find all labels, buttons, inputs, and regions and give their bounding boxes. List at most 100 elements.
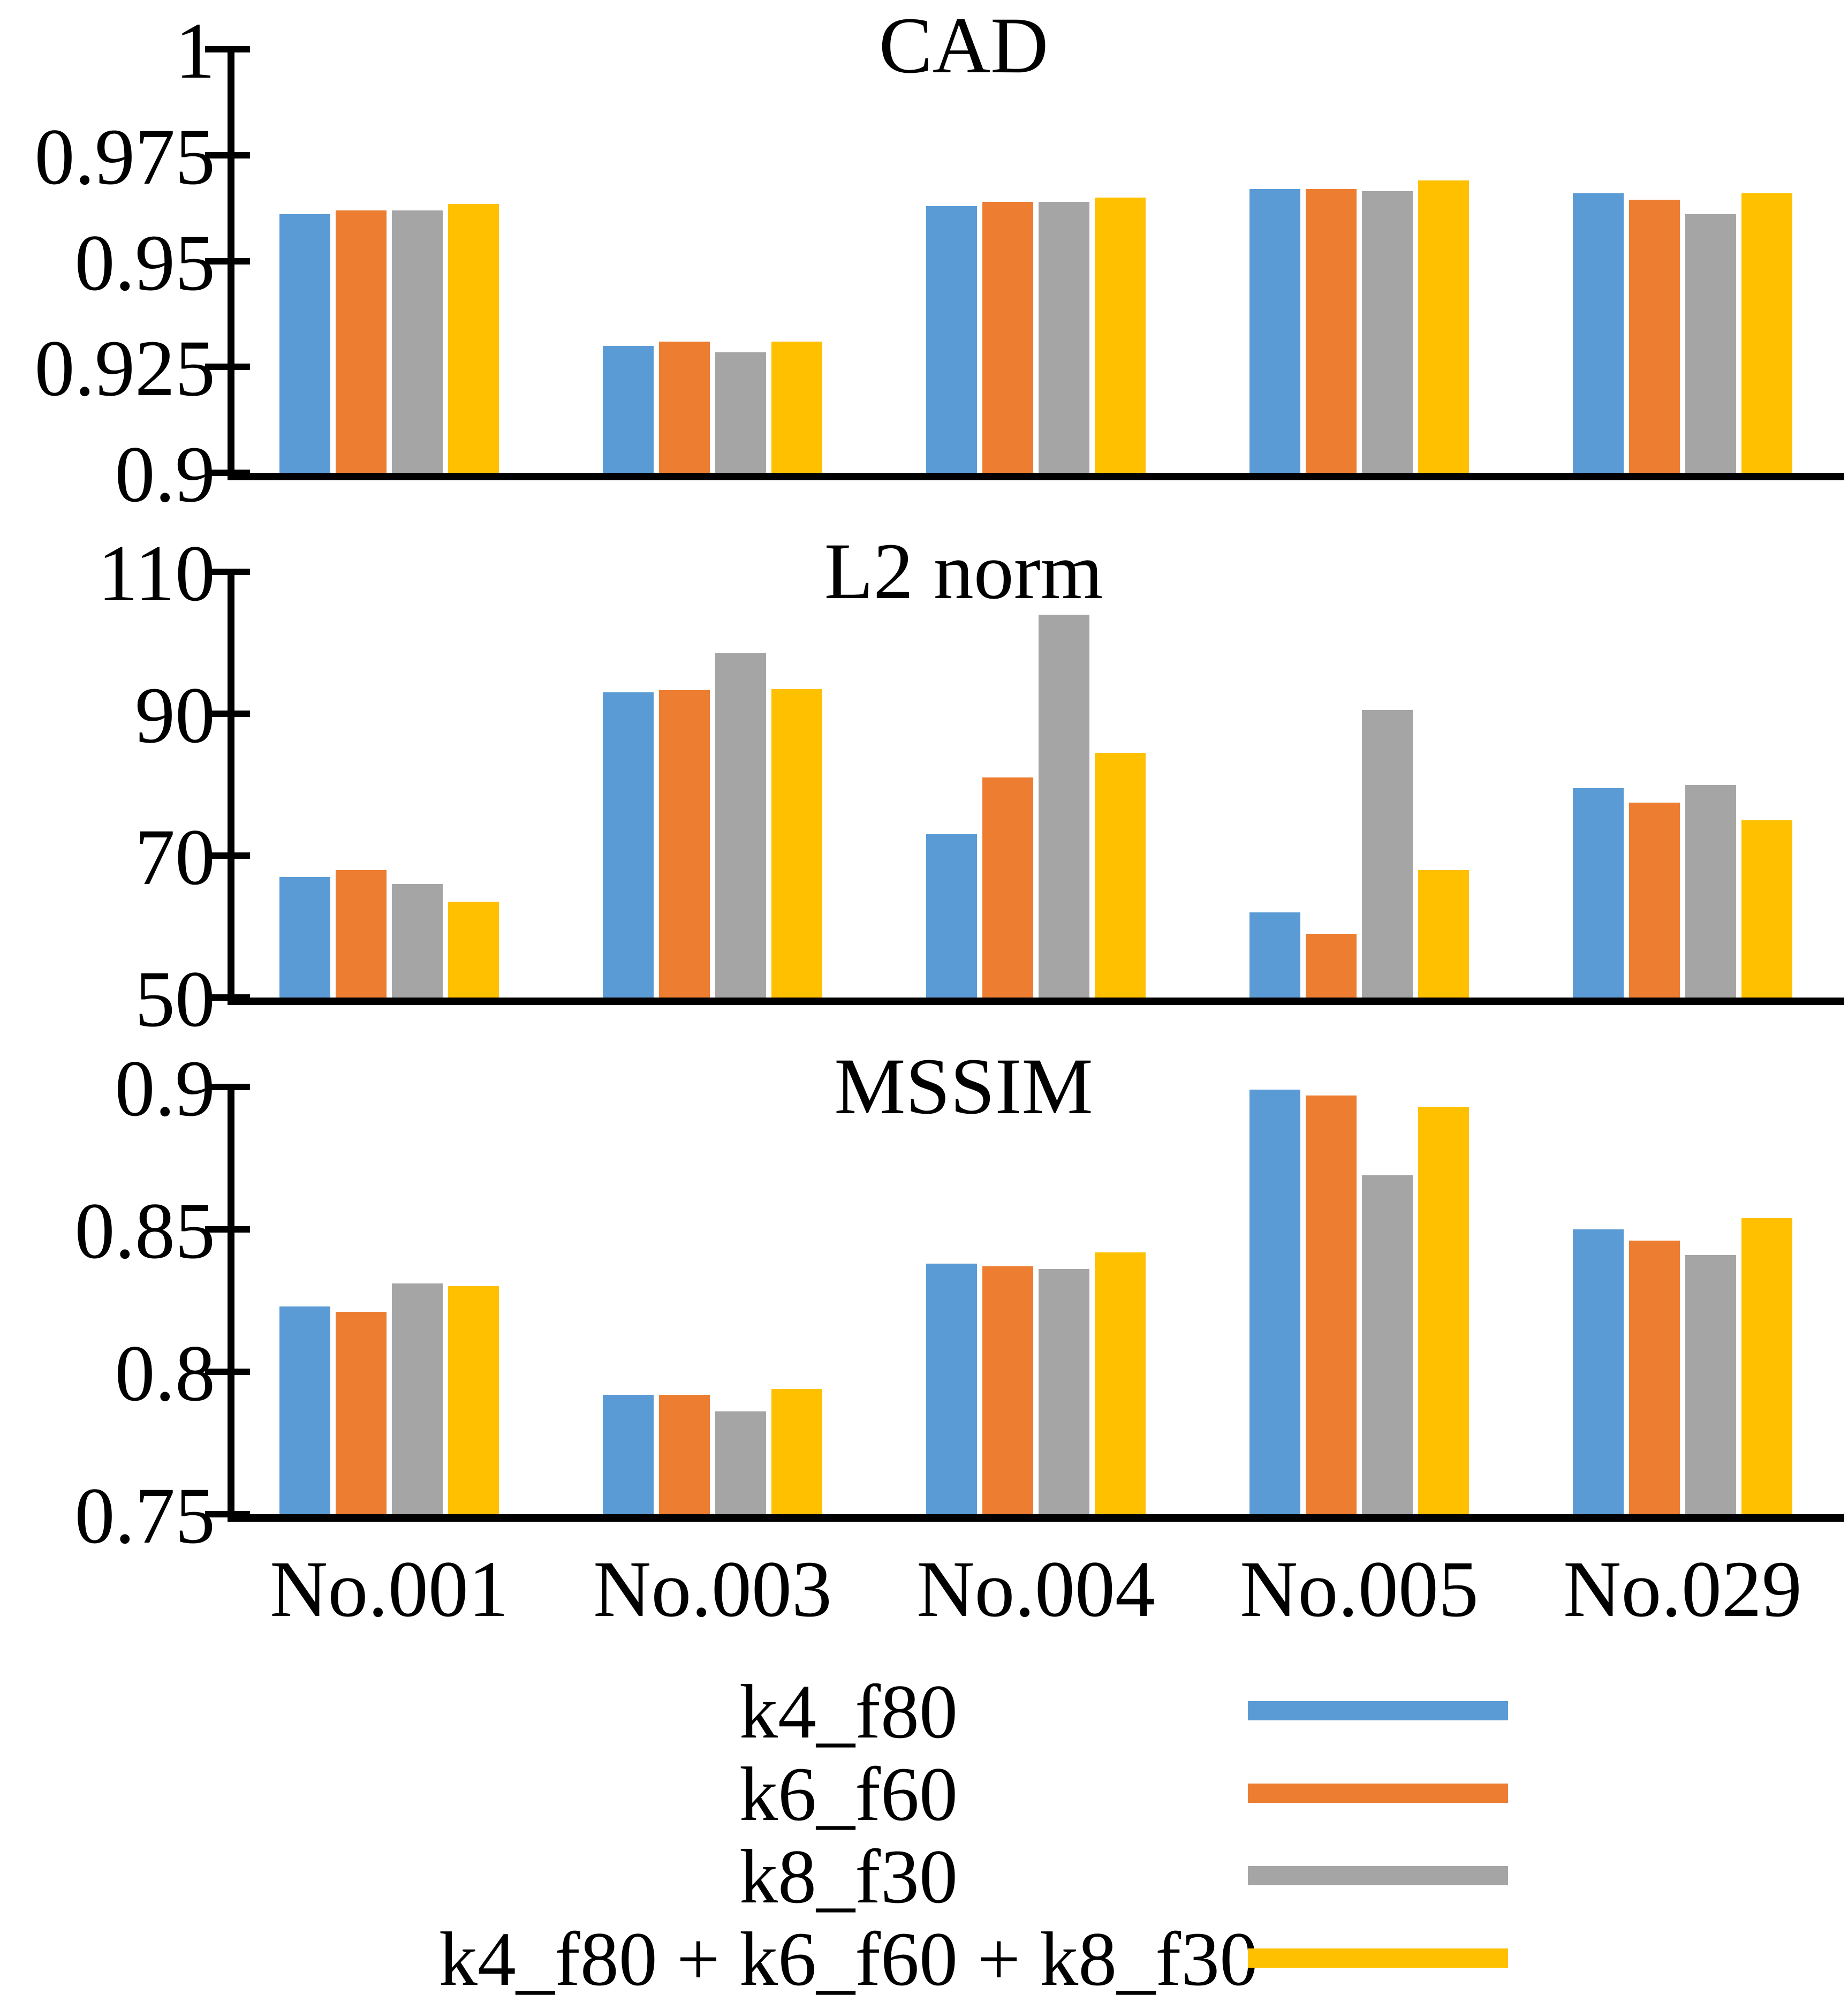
y-tick-label: 0.975 [34, 112, 216, 201]
y-tick-label: 0.95 [74, 218, 216, 307]
legend-swatch [1248, 1784, 1508, 1803]
y-tick-label: 0.9 [115, 1044, 216, 1133]
bar [279, 1306, 330, 1514]
bar [603, 1394, 654, 1514]
legend-item-label: k4_f80 + k6_f60 + k8_f30 [438, 1917, 1259, 2002]
bar [1249, 189, 1300, 473]
bar [448, 1286, 499, 1514]
y-tick-label: 1 [175, 6, 215, 95]
bar [1095, 752, 1146, 998]
bar [771, 341, 822, 473]
y-tick-mark [205, 1084, 250, 1090]
y-tick-label: 110 [97, 529, 215, 618]
bar [448, 902, 499, 998]
y-tick-mark [205, 364, 250, 371]
bar [279, 877, 330, 998]
bar [1095, 1252, 1146, 1514]
bar [336, 870, 387, 998]
bar [1629, 199, 1680, 473]
y-tick-mark [205, 470, 250, 476]
chart-title: L2 norm [824, 527, 1103, 616]
bar [336, 1312, 387, 1514]
y-tick-mark [205, 852, 250, 859]
y-tick-mark [205, 1369, 250, 1375]
bar [1418, 180, 1469, 473]
legend-swatch [1248, 1866, 1508, 1885]
bar [1362, 710, 1413, 998]
bar [715, 352, 766, 473]
bar [603, 692, 654, 998]
bar [659, 1394, 710, 1514]
bar [392, 1283, 443, 1514]
bar [1741, 820, 1792, 998]
bar [926, 834, 977, 998]
bar [926, 206, 977, 473]
x-axis-line [228, 998, 1844, 1005]
bar [1629, 802, 1680, 998]
bar [392, 210, 443, 473]
bar [1573, 193, 1624, 473]
y-tick-label: 50 [135, 955, 215, 1044]
y-tick-mark [205, 1511, 250, 1517]
y-tick-label: 0.9 [115, 430, 216, 519]
y-tick-label: 90 [135, 671, 215, 760]
bar [1362, 1175, 1413, 1514]
bar [1306, 933, 1357, 998]
bar [1095, 197, 1146, 473]
x-category-label: No.029 [1563, 1545, 1802, 1634]
y-tick-mark [205, 994, 250, 1001]
y-tick-label: 0.925 [34, 324, 216, 413]
bar [982, 1266, 1033, 1514]
bar [659, 341, 710, 473]
y-tick-mark [205, 569, 250, 575]
y-axis-line [228, 569, 234, 1005]
y-tick-label: 0.8 [115, 1329, 216, 1418]
bar [1306, 189, 1357, 473]
bar [1685, 214, 1736, 473]
bar [1039, 614, 1089, 998]
bar [1685, 784, 1736, 998]
bar [1418, 1107, 1469, 1514]
bar [392, 884, 443, 998]
chart-title: CAD [878, 1, 1049, 90]
bar [926, 1263, 977, 1514]
bar [1249, 912, 1300, 998]
bar [336, 210, 387, 473]
x-axis-line [228, 1514, 1844, 1522]
x-category-label: No.005 [1240, 1545, 1479, 1634]
bar [1573, 788, 1624, 998]
bar [448, 203, 499, 473]
y-tick-mark [205, 258, 250, 265]
bar [1249, 1090, 1300, 1514]
bar [715, 1411, 766, 1514]
x-axis-line [228, 473, 1844, 480]
bar [603, 345, 654, 473]
chart-title: MSSIM [834, 1042, 1093, 1131]
legend-item-label: k4_f80 [739, 1669, 958, 1755]
bar [1741, 193, 1792, 473]
bar [1039, 1269, 1089, 1514]
y-tick-label: 70 [135, 813, 215, 902]
bar [1573, 1229, 1624, 1514]
bar [1629, 1241, 1680, 1514]
x-category-label: No.003 [593, 1545, 832, 1634]
bar [279, 214, 330, 473]
bar [1741, 1218, 1792, 1514]
bar [1039, 201, 1089, 473]
bar [659, 690, 710, 998]
legend-item-label: k6_f60 [739, 1752, 958, 1837]
y-axis-line [228, 1084, 234, 1522]
y-tick-label: 0.85 [74, 1187, 216, 1275]
bar [1306, 1095, 1357, 1514]
x-category-label: No.004 [917, 1545, 1155, 1634]
bar [771, 1388, 822, 1514]
legend-item-label: k8_f30 [739, 1834, 958, 1920]
bar [1685, 1255, 1736, 1514]
legend-swatch [1248, 1701, 1508, 1720]
y-tick-mark [205, 46, 250, 52]
y-tick-label: 0.75 [74, 1471, 216, 1560]
x-category-label: No.001 [270, 1545, 509, 1634]
y-tick-mark [205, 1226, 250, 1233]
bar [982, 201, 1033, 473]
bar [771, 689, 822, 998]
